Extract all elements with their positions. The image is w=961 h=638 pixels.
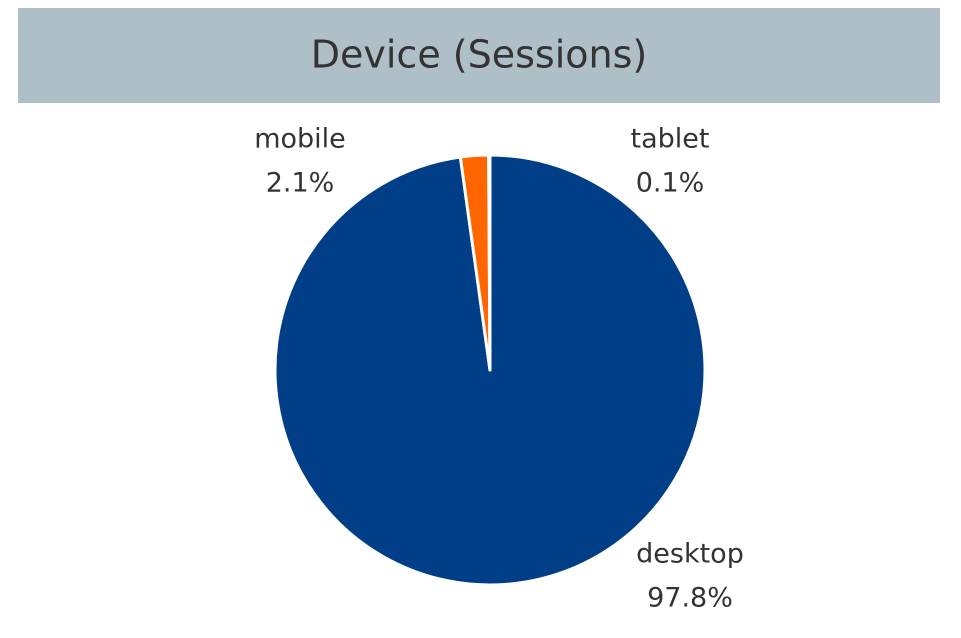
pie-slice xyxy=(487,153,492,372)
slice-value-label: 97.8% xyxy=(647,583,733,614)
slice-value-label: 0.1% xyxy=(636,168,705,199)
chart-title: Device (Sessions) xyxy=(311,33,647,77)
slice-label: mobile xyxy=(254,124,346,155)
slice-label: tablet xyxy=(631,124,710,155)
title-bar xyxy=(18,8,940,103)
slice-value-label: 2.1% xyxy=(266,168,335,199)
slice-label: desktop xyxy=(636,539,744,570)
